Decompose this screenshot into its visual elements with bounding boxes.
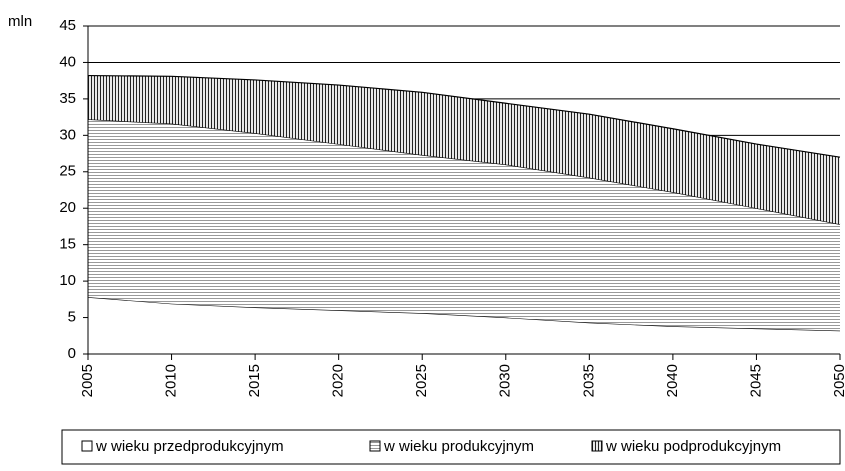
x-tick-label: 2050 [831, 364, 845, 397]
legend-swatch [591, 440, 603, 452]
legend-label: w wieku podprodukcyjnym [605, 438, 781, 455]
y-tick-label: 30 [59, 126, 76, 143]
y-tick-label: 45 [59, 17, 76, 34]
area [88, 75, 840, 225]
y-tick-label: 35 [59, 90, 76, 107]
area-edge [87, 74, 841, 158]
legend-label: w wieku produkcyjnym [383, 438, 534, 455]
x-tick-label: 2005 [79, 364, 96, 397]
x-tick-label: 2035 [580, 364, 597, 397]
area [88, 119, 840, 331]
y-tick-label: 15 [59, 236, 76, 253]
legend-swatch [369, 440, 381, 452]
y-tick-label: 25 [59, 163, 76, 180]
x-tick-label: 2020 [330, 364, 347, 397]
x-tick-label: 2040 [664, 364, 681, 397]
x-tick-label: 2030 [497, 364, 514, 397]
legend-swatch [81, 440, 93, 452]
y-tick-label: 10 [59, 272, 76, 289]
y-tick-label: 40 [59, 53, 76, 70]
x-tick-label: 2010 [163, 364, 180, 397]
legend [61, 429, 841, 465]
x-tick-label: 2015 [246, 364, 263, 397]
legend-label: w wieku przedprodukcyjnym [95, 438, 284, 455]
y-tick-label: 5 [68, 309, 76, 326]
area [88, 297, 840, 354]
y-tick-label: 0 [68, 345, 76, 362]
x-tick-label: 2045 [747, 364, 764, 397]
x-tick-label: 2025 [413, 364, 430, 397]
y-axis-label: mln [8, 13, 32, 30]
y-tick-label: 20 [59, 199, 76, 216]
